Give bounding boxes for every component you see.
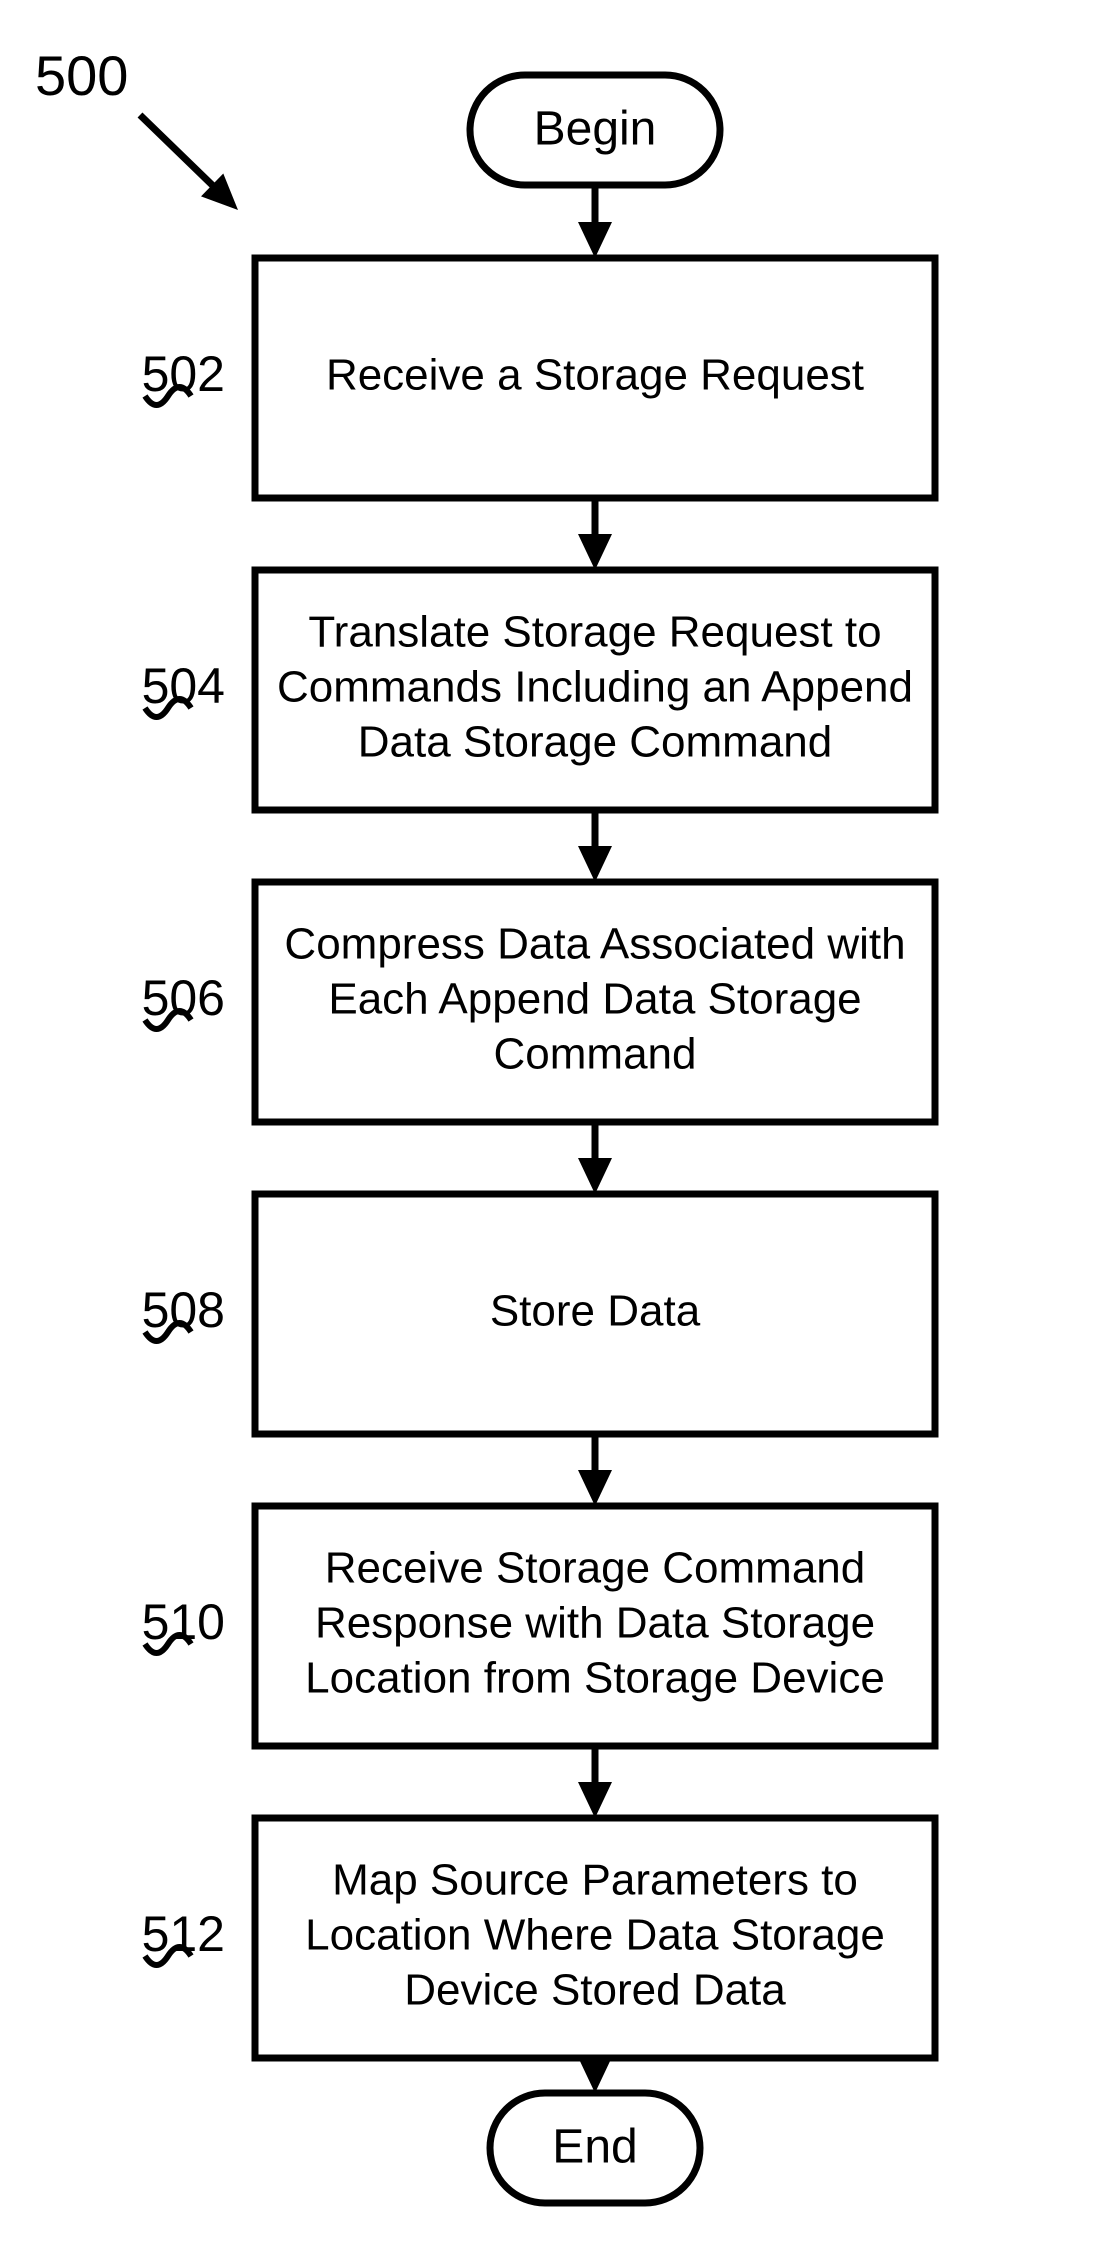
process-506: Compress Data Associated with Each Append… [142, 882, 935, 1122]
process-text-line: Receive a Storage Request [326, 351, 864, 400]
step-ref-502: 502 [142, 346, 225, 402]
process-text-line: Command [494, 1030, 697, 1079]
figure-pointer-arrow [140, 115, 224, 196]
process-text-line: Compress Data Associated with [284, 920, 905, 969]
process-508: Store Data 508 [142, 1194, 935, 1434]
process-text-line: Location from Storage Device [305, 1654, 885, 1703]
process-text-line: Response with Data Storage [315, 1599, 875, 1648]
process-text-line: Device Stored Data [404, 1966, 786, 2015]
step-ref-506: 506 [142, 970, 225, 1026]
process-510: Receive Storage Command Response with Dat… [142, 1506, 935, 1746]
process-text-line: Receive Storage Command [325, 1544, 865, 1593]
process-text-line: Translate Storage Request to [308, 608, 881, 657]
step-ref-508: 508 [142, 1282, 225, 1338]
begin-label: Begin [534, 103, 657, 156]
step-ref-512: 512 [142, 1906, 225, 1962]
end-terminal: End [490, 2093, 700, 2203]
step-ref-510: 510 [142, 1594, 225, 1650]
process-502: Receive a Storage Request 502 [142, 258, 935, 498]
process-text-line: Commands Including an Append [277, 663, 913, 712]
process-text-line: Each Append Data Storage [328, 975, 861, 1024]
figure-number: 500 [35, 44, 128, 107]
step-ref-504: 504 [142, 658, 225, 714]
begin-terminal: Begin [470, 75, 720, 185]
process-text-line: Data Storage Command [358, 718, 832, 767]
process-text-line: Location Where Data Storage [305, 1911, 885, 1960]
process-text-line: Map Source Parameters to [332, 1856, 858, 1905]
end-label: End [552, 2121, 637, 2174]
process-504: Translate Storage Request to Commands Inc… [142, 570, 935, 810]
process-512: Map Source Parameters to Location Where D… [142, 1818, 935, 2058]
process-text-line: Store Data [490, 1287, 701, 1336]
